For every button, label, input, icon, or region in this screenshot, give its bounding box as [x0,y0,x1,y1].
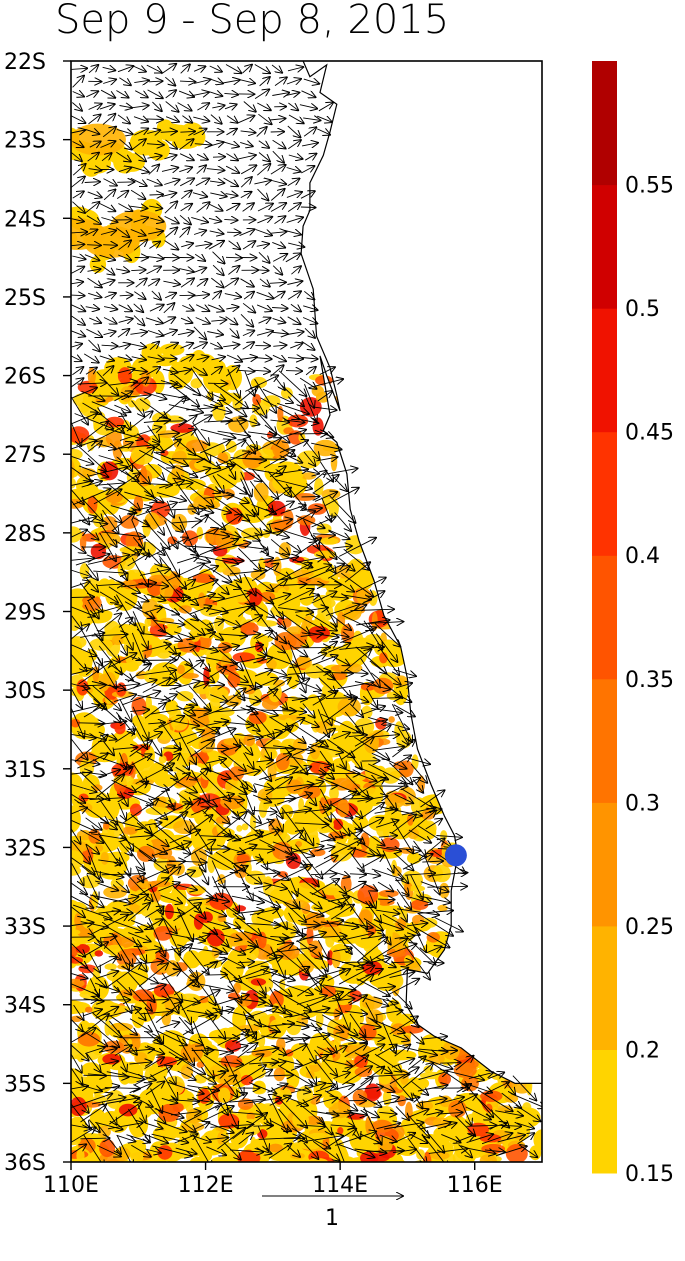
colorbar-swatch [592,61,617,186]
coastline [300,60,542,1084]
lat-tick-label: 26S [4,365,46,390]
land-mask [301,61,542,1084]
colorbar-label: 0.45 [625,421,674,446]
colorbar-label: 0.4 [625,544,660,569]
lat-tick-label: 28S [4,522,46,547]
map-title: Sep 9 - Sep 8, 2015 [55,0,449,43]
colorbar-swatch [592,431,617,556]
colorbar-swatch [592,184,617,309]
colorbar-swatch [592,802,617,927]
colorbar-swatch [592,678,617,803]
lat-tick-label: 24S [4,207,46,232]
lat-tick-label: 29S [4,601,46,626]
reference-vector: 1 [262,1196,403,1231]
current-vectors-layer [71,64,542,1162]
colorbar-swatch [592,1049,617,1174]
lon-tick-label: 116E [447,1173,503,1198]
longitude-axis: 110E 112E 114E 116E [43,1162,503,1198]
lat-tick-label: 35S [4,1072,46,1097]
lat-tick-label: 32S [4,836,46,861]
colorbar: 0.15 0.2 0.25 0.3 0.35 0.4 0.45 0.5 0.55 [592,61,674,1187]
latitude-axis: 22S 23S 24S 25S 26S 27S 28S 29S 30S 31S 32S 33S 34S 3… [4,50,71,1176]
lat-tick-label: 33S [4,915,46,940]
lat-tick-label: 23S [4,129,46,154]
reference-vector-label: 1 [325,1206,339,1231]
colorbar-swatch [592,308,617,433]
lat-tick-label: 34S [4,994,46,1019]
lat-tick-label: 36S [4,1151,46,1176]
colorbar-label: 0.3 [625,791,660,816]
lon-tick-label: 114E [312,1173,368,1198]
location-marker [444,844,467,867]
colorbar-label: 0.35 [625,668,674,693]
colorbar-label: 0.2 [625,1038,660,1063]
colorbar-swatch [592,555,617,680]
lat-tick-label: 30S [4,679,46,704]
lat-tick-label: 25S [4,286,46,311]
australia-landmass [301,61,542,1084]
colorbar-label: 0.25 [625,915,674,940]
lon-tick-label: 112E [178,1173,234,1198]
colorbar-label: 0.15 [625,1162,674,1187]
lat-tick-label: 22S [4,50,46,75]
lat-tick-label: 31S [4,758,46,783]
lat-tick-label: 27S [4,443,46,468]
colorbar-label: 0.55 [625,174,674,199]
colorbar-swatch [592,925,617,1050]
colorbar-label: 0.5 [625,297,660,322]
lon-tick-label: 110E [43,1173,99,1198]
